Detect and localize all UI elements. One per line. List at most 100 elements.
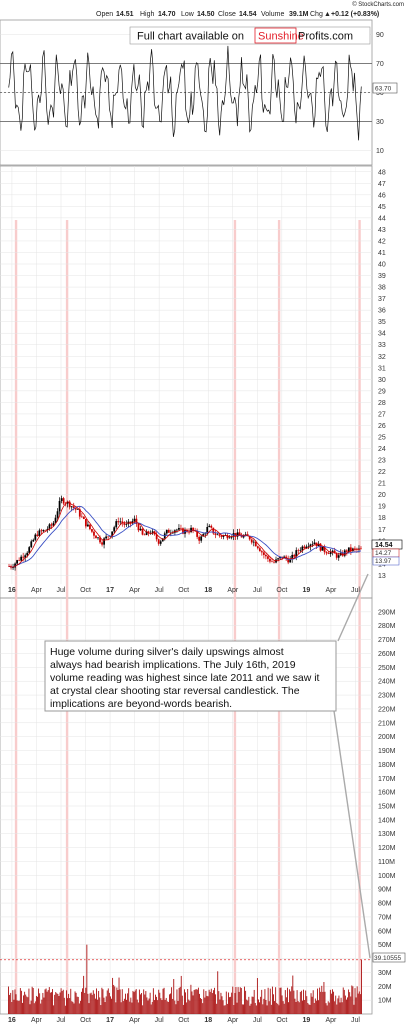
volume-bar: [318, 1000, 320, 1014]
price-candle-body: [18, 560, 21, 561]
volume-bar: [216, 1003, 218, 1014]
volume-bar: [147, 1000, 149, 1014]
volume-bar: [237, 987, 239, 1014]
price-candle-body: [40, 530, 43, 532]
volume-bar: [266, 1005, 268, 1014]
volume-bar: [270, 1004, 272, 1014]
volume-bar: [298, 1002, 300, 1014]
volume-bar: [53, 1005, 55, 1014]
volume-bar: [55, 992, 57, 1014]
volume-bar: [131, 1002, 133, 1014]
price-candle-body: [165, 529, 168, 534]
sunshine-banner[interactable]: Full chart available on Sunshine Profits…: [129, 26, 371, 45]
volume-bar: [187, 988, 189, 1014]
volume-bar: [243, 1004, 244, 1014]
price-y-tick: 35: [378, 319, 386, 326]
price-candle-body: [66, 501, 69, 504]
volume-bar: [135, 989, 137, 1014]
volume-bar: [245, 990, 247, 1014]
volume-bar: [209, 991, 211, 1014]
volume-bar: [212, 990, 214, 1014]
volume-bar: [235, 987, 237, 1014]
price-y-tick: 45: [378, 204, 386, 211]
volume-bar: [17, 1000, 19, 1014]
rsi-y-tick: 90: [376, 32, 384, 39]
volume-y-tick: 250M: [378, 665, 396, 672]
volume-bar: [130, 997, 132, 1014]
volume-bar: [343, 989, 345, 1014]
volume-bar: [271, 986, 273, 1014]
price-candle-body: [252, 541, 255, 543]
volume-bar: [310, 993, 312, 1014]
volume-bar: [108, 992, 110, 1014]
price-candle-body: [107, 536, 110, 538]
highlight-band: [277, 220, 281, 1014]
price-candle-body: [258, 548, 261, 552]
volume-bar: [16, 1000, 18, 1014]
price-candle-body: [101, 542, 103, 545]
price-y-tick: 31: [378, 365, 386, 372]
volume-bar: [48, 987, 50, 1014]
price-candle-body: [277, 558, 279, 560]
price-candle-body: [58, 500, 61, 512]
volume-last-tag: 39.10555: [372, 952, 406, 963]
volume-bar: [15, 994, 17, 1014]
price-candle-body: [74, 507, 77, 510]
volume-bar: [233, 1005, 235, 1014]
volume-bar: [161, 1000, 163, 1014]
rsi-last-tag: 63.70: [372, 82, 398, 94]
price-candle-body: [159, 541, 162, 544]
price-candle-body: [208, 525, 211, 528]
rsi-y-tick: 30: [376, 119, 384, 126]
volume-bar: [337, 998, 339, 1014]
callout-box: [44, 640, 337, 712]
volume-bar: [163, 987, 165, 1014]
volume-bar: [297, 1001, 299, 1014]
volume-bar: [296, 990, 298, 1014]
volume-bar: [357, 993, 359, 1014]
price-candle-body: [210, 525, 213, 528]
price-candle-body: [22, 556, 25, 558]
volume-bar: [141, 993, 143, 1014]
volume-y-tick: 260M: [378, 651, 396, 658]
volume-bar: [225, 991, 227, 1014]
volume-bar: [333, 991, 335, 1014]
volume-bar: [256, 978, 258, 1014]
volume-bar: [107, 988, 109, 1014]
x-tick-label: 17: [106, 1017, 114, 1024]
volume-bar: [240, 988, 242, 1014]
price-candle-body: [301, 546, 304, 551]
volume-bar: [41, 999, 43, 1014]
volume-bar: [128, 988, 130, 1014]
volume-bar: [253, 989, 255, 1014]
price-candle-body: [16, 560, 19, 564]
volume-y-tick: 130M: [378, 831, 396, 838]
volume-bar: [329, 989, 331, 1014]
volume-bar: [294, 998, 296, 1014]
volume-bar: [320, 991, 322, 1014]
banner-prefix: Full chart available on: [137, 31, 244, 43]
volume-bar: [87, 993, 89, 1014]
volume-bar: [133, 992, 135, 1014]
volume-bar: [63, 997, 65, 1014]
volume-bar: [173, 978, 175, 1014]
ma-slow-line: [8, 505, 362, 568]
volume-bar: [129, 1001, 131, 1014]
volume-bar: [299, 991, 301, 1014]
volume-bar: [218, 991, 220, 1014]
volume-bar: [324, 991, 326, 1014]
volume-bar: [119, 989, 121, 1014]
price-candle-body: [48, 524, 51, 529]
price-candle-body: [12, 567, 14, 569]
volume-bar: [114, 986, 116, 1014]
rsi-series: [8, 45, 362, 141]
price-y-tick: 47: [378, 181, 386, 188]
volume-bar: [144, 994, 146, 1014]
x-tick-label: Oct: [80, 587, 91, 594]
volume-bar: [302, 1000, 303, 1014]
volume-bar: [26, 996, 28, 1014]
volume-bar: [38, 988, 40, 1014]
volume-bar: [304, 1000, 306, 1014]
volume-bar: [57, 993, 59, 1014]
price-candle-body: [167, 529, 170, 533]
